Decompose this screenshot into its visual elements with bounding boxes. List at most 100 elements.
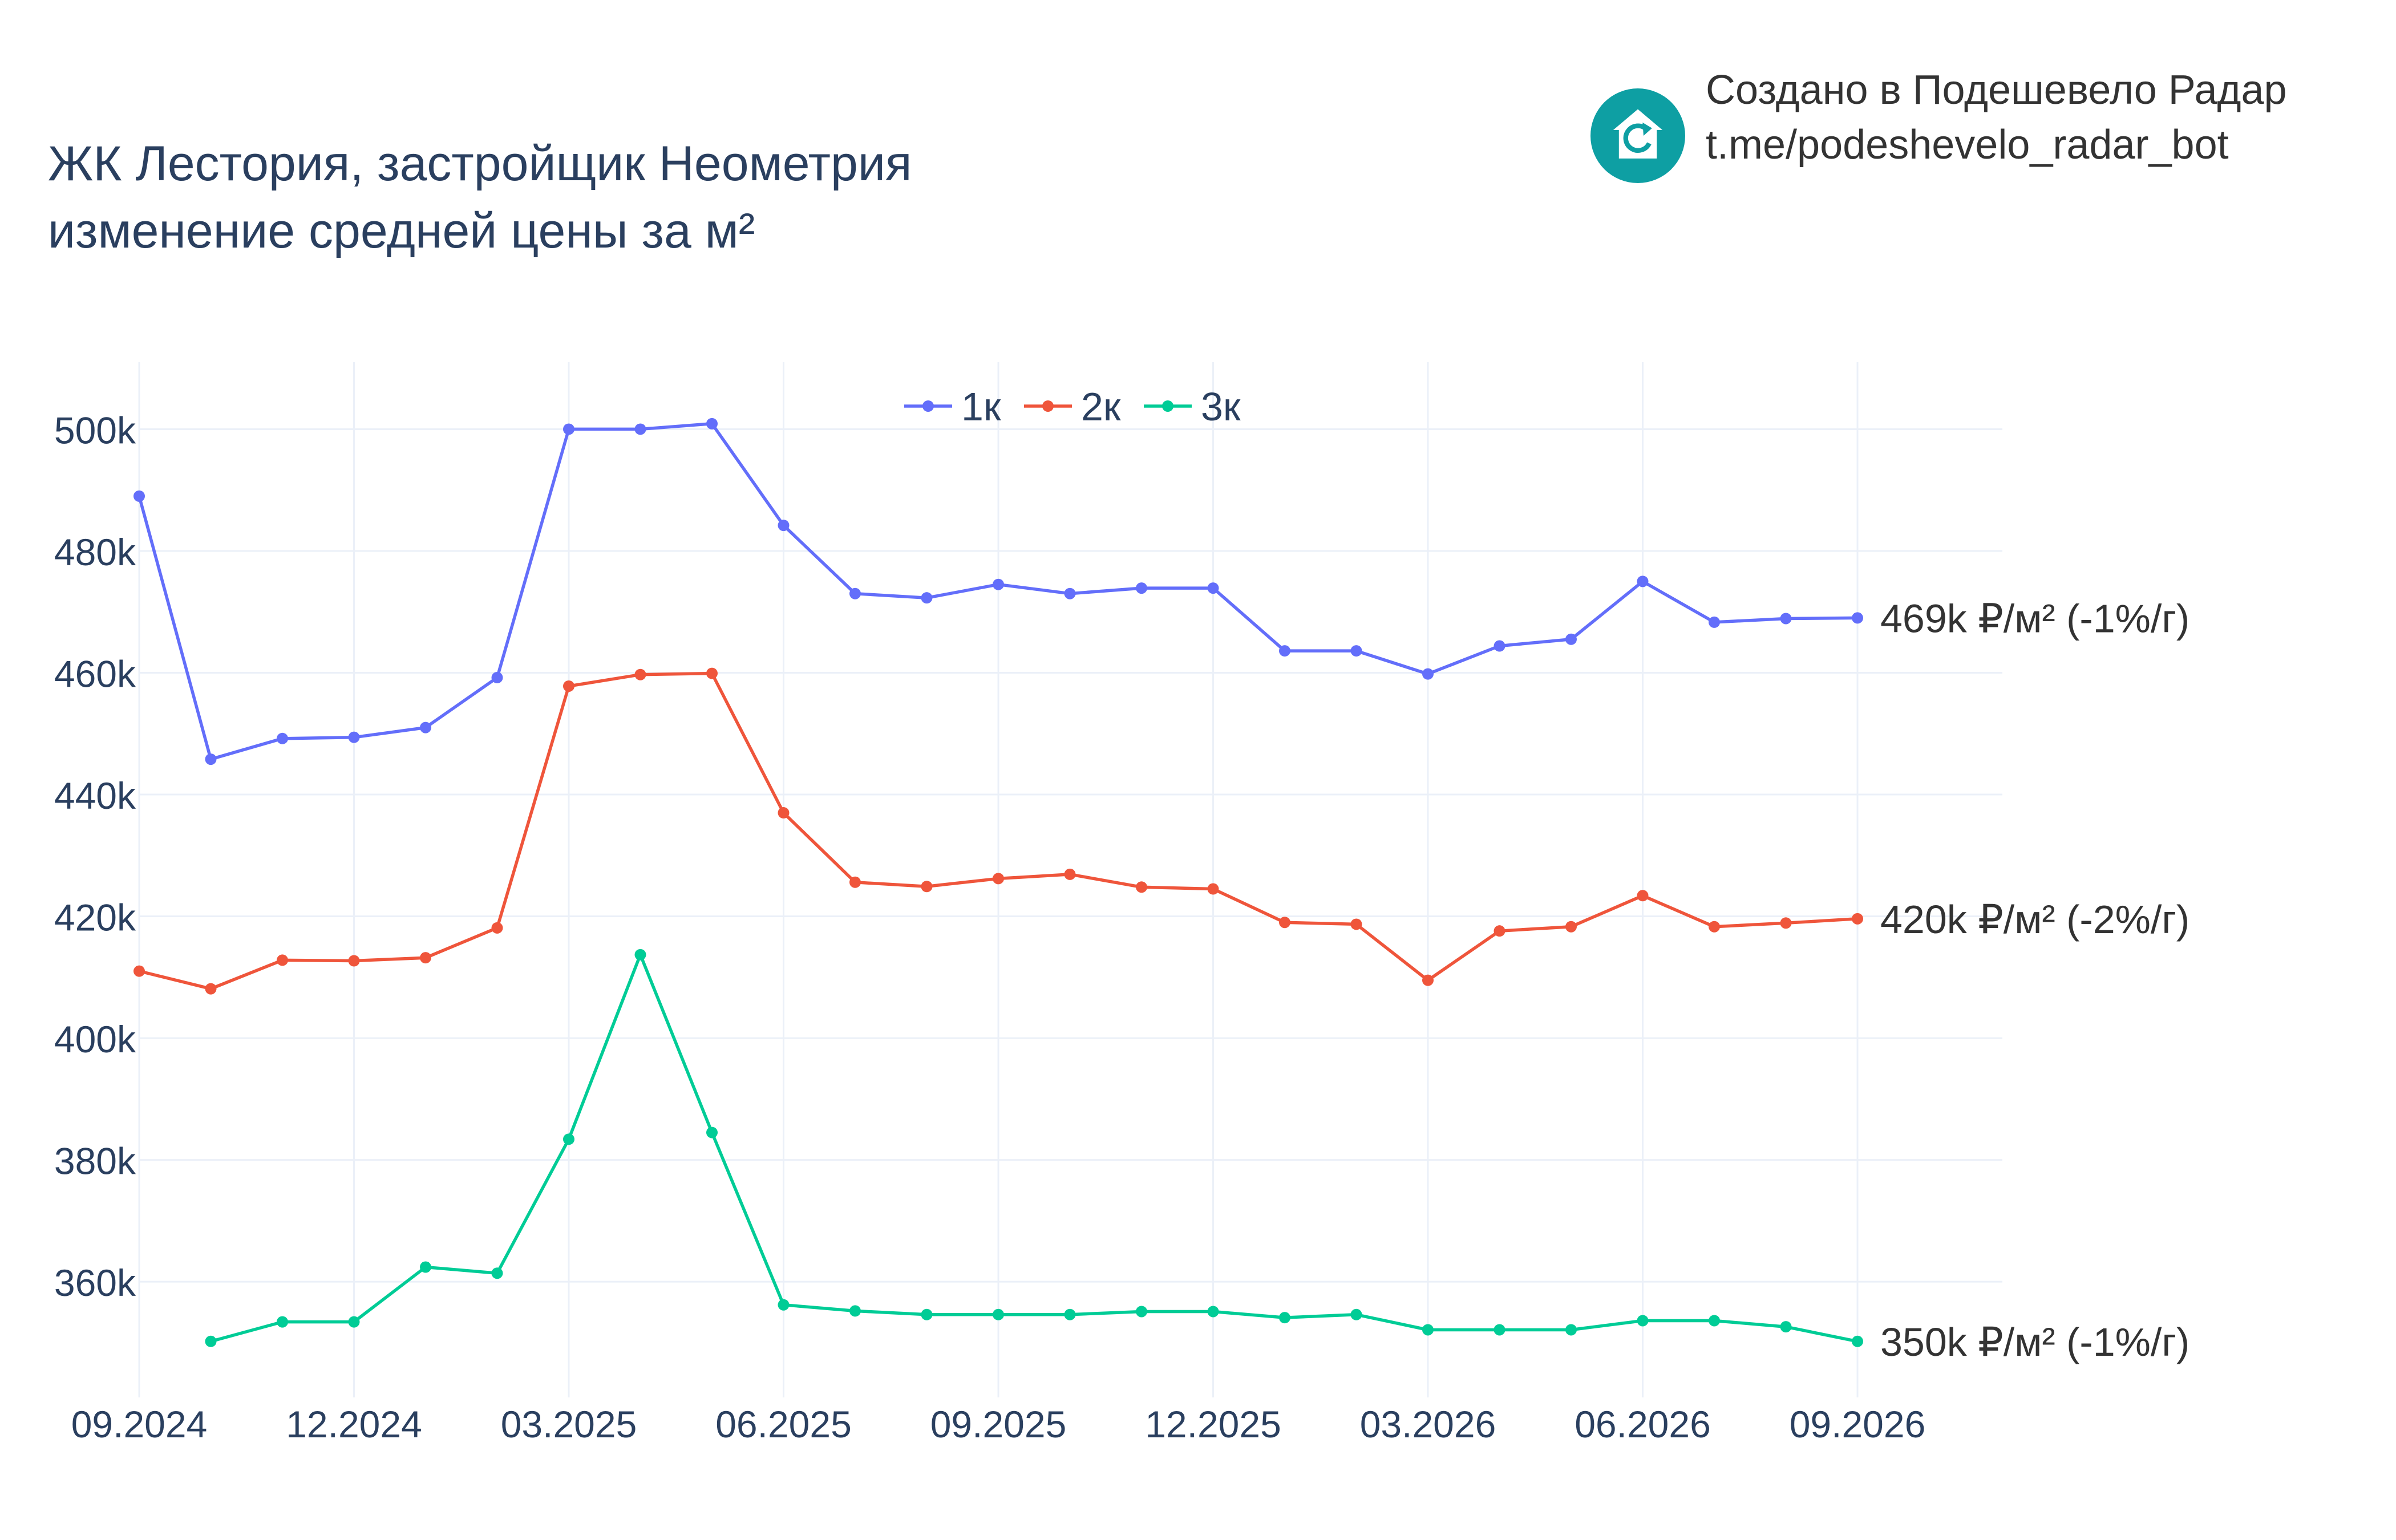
data-point[interactable] [491, 1267, 503, 1279]
data-point[interactable] [491, 672, 503, 684]
data-point[interactable] [1207, 582, 1219, 594]
data-point[interactable] [563, 680, 574, 692]
data-point[interactable] [1350, 645, 1362, 657]
data-point[interactable] [563, 423, 574, 435]
data-point[interactable] [133, 490, 145, 502]
data-point[interactable] [1064, 868, 1076, 880]
data-point[interactable] [205, 1335, 217, 1347]
series-line[interactable] [210, 953, 1858, 1343]
x-tick-label: 03.2026 [1360, 1403, 1496, 1445]
data-point[interactable] [1565, 921, 1577, 933]
data-point[interactable] [993, 1308, 1004, 1320]
house-refresh-icon [1590, 88, 1685, 183]
data-point[interactable] [348, 731, 360, 743]
brand-line-2[interactable]: t.me/podeshevelo_radar_bot [1706, 122, 2229, 168]
data-point[interactable] [1207, 1306, 1219, 1318]
data-point[interactable] [706, 667, 718, 679]
data-point[interactable] [849, 587, 861, 599]
data-point[interactable] [634, 949, 646, 961]
data-point[interactable] [133, 965, 145, 977]
y-tick-label: 480k [54, 531, 136, 573]
legend-label: 2к [1081, 384, 1121, 429]
data-point[interactable] [1852, 612, 1863, 624]
data-point[interactable] [1852, 913, 1863, 925]
series-2[interactable] [133, 667, 1863, 995]
data-point[interactable] [993, 578, 1004, 590]
data-point[interactable] [1637, 890, 1649, 902]
data-point[interactable] [634, 668, 646, 680]
data-point[interactable] [1064, 1308, 1076, 1320]
data-point[interactable] [849, 876, 861, 888]
data-point[interactable] [1350, 1308, 1362, 1320]
data-point[interactable] [420, 952, 431, 964]
data-point[interactable] [1709, 1315, 1720, 1327]
data-point[interactable] [849, 1305, 861, 1317]
legend[interactable]: 1к 2к 3к [904, 384, 1241, 429]
data-point[interactable] [1494, 640, 1505, 652]
data-point[interactable] [1637, 1315, 1649, 1327]
data-point[interactable] [348, 1316, 360, 1328]
data-point[interactable] [921, 592, 933, 604]
legend-item[interactable]: 3к [1144, 384, 1241, 429]
end-label: 469k ₽/м² (-1%/г) [1880, 596, 2189, 641]
data-point[interactable] [1279, 917, 1290, 929]
data-point[interactable] [1494, 925, 1505, 937]
data-point[interactable] [491, 922, 503, 934]
data-point[interactable] [563, 1133, 574, 1145]
y-tick-label: 400k [54, 1018, 136, 1060]
end-labels: 469k ₽/м² (-1%/г) 420k ₽/м² (-2%/г) 350k ₽… [1880, 596, 2189, 1364]
y-tick-label: 380k [54, 1140, 136, 1182]
legend-item[interactable]: 1к [904, 384, 1001, 429]
data-point[interactable] [1709, 921, 1720, 933]
series-3[interactable] [205, 949, 1864, 1347]
data-point[interactable] [1494, 1324, 1505, 1336]
data-point[interactable] [420, 722, 431, 733]
data-point[interactable] [1565, 633, 1577, 645]
data-point[interactable] [1780, 917, 1792, 929]
data-point[interactable] [1780, 613, 1792, 625]
data-point[interactable] [1780, 1321, 1792, 1333]
data-point[interactable] [277, 732, 288, 744]
data-point[interactable] [1637, 576, 1649, 587]
data-point[interactable] [778, 520, 790, 532]
brand-text: Создано в Подешевело Радар t.me/podeshev… [1706, 63, 2287, 172]
data-point[interactable] [1136, 582, 1147, 594]
data-point[interactable] [706, 418, 718, 429]
legend-label: 1к [961, 384, 1001, 429]
data-point[interactable] [921, 1308, 933, 1320]
data-point[interactable] [1422, 974, 1434, 986]
data-point[interactable] [778, 807, 790, 819]
data-point[interactable] [993, 873, 1004, 885]
data-point[interactable] [1852, 1335, 1863, 1347]
data-point[interactable] [778, 1299, 790, 1311]
data-point[interactable] [1207, 883, 1219, 895]
data-point[interactable] [1565, 1324, 1577, 1336]
data-point[interactable] [1279, 645, 1290, 657]
series-1[interactable] [133, 418, 1863, 765]
data-point[interactable] [1279, 1312, 1290, 1324]
data-point[interactable] [277, 954, 288, 966]
chart-title-line-1: ЖК Лестория, застройщик Неометрия [48, 136, 912, 191]
x-tick-label: 06.2026 [1575, 1403, 1711, 1445]
data-point[interactable] [205, 983, 217, 995]
data-point[interactable] [1422, 1324, 1434, 1336]
data-point[interactable] [1422, 668, 1434, 680]
data-point[interactable] [921, 881, 933, 893]
data-point[interactable] [1136, 1306, 1147, 1318]
legend-item[interactable]: 2к [1024, 384, 1121, 429]
data-point[interactable] [634, 423, 646, 435]
data-point[interactable] [277, 1316, 288, 1328]
legend-marker [1042, 400, 1054, 412]
x-tick-label: 12.2025 [1145, 1403, 1281, 1445]
data-point[interactable] [1136, 881, 1147, 893]
data-point[interactable] [205, 753, 217, 765]
data-point[interactable] [1350, 918, 1362, 930]
axes: 360k 380k 400k 420k 440k 460k 480k 500k 09.2024 1… [54, 409, 1925, 1445]
data-point[interactable] [1709, 616, 1720, 628]
data-point[interactable] [420, 1261, 431, 1273]
data-point[interactable] [1064, 587, 1076, 599]
y-tick-label: 360k [54, 1262, 136, 1304]
data-point[interactable] [706, 1126, 718, 1138]
data-point[interactable] [348, 955, 360, 967]
